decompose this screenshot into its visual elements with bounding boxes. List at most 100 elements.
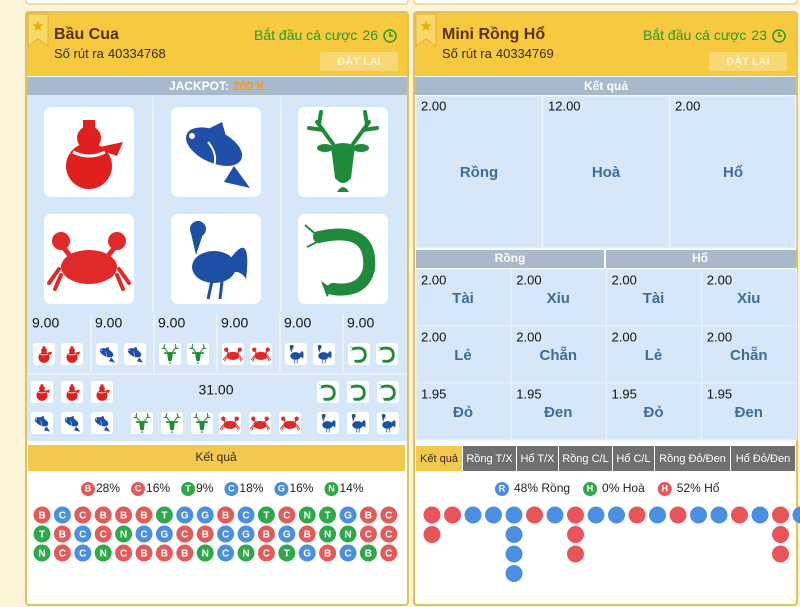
icon-shape xyxy=(327,351,332,359)
history-letter: B xyxy=(181,549,188,560)
countdown-seconds: 23 xyxy=(751,27,767,43)
stat-value: 18% xyxy=(239,481,263,495)
bet-cell[interactable] xyxy=(415,95,543,249)
history-letter: B xyxy=(100,511,107,522)
history-bead xyxy=(278,544,296,562)
bet-cell[interactable] xyxy=(669,95,797,249)
icon-shape xyxy=(139,420,145,431)
history-letter: B xyxy=(304,530,311,541)
icon-shape xyxy=(189,343,207,353)
stat-letter: B xyxy=(85,483,92,493)
icon-shape xyxy=(250,355,272,362)
history-bead xyxy=(359,506,377,524)
bet-cell[interactable] xyxy=(542,95,670,249)
stat-badge xyxy=(495,482,509,496)
icon-shape xyxy=(37,391,47,394)
stat-letter: T xyxy=(185,483,191,493)
icon-shape xyxy=(168,362,172,364)
stat-value: 48% Rồng xyxy=(514,481,570,495)
history-letter: N xyxy=(324,530,331,541)
icon-shape xyxy=(70,384,74,387)
reset-button[interactable] xyxy=(320,52,398,71)
icon-shape xyxy=(352,421,363,429)
icon-shape xyxy=(385,428,390,433)
icon-shape xyxy=(382,421,393,429)
road-bead xyxy=(710,506,728,524)
history-tab[interactable] xyxy=(559,446,612,471)
bet-cell[interactable] xyxy=(701,268,798,327)
stat-badge xyxy=(583,482,598,496)
history-tab[interactable] xyxy=(463,446,516,471)
icon-shape xyxy=(167,351,173,362)
icon-shape xyxy=(43,389,51,393)
stat-badge xyxy=(131,482,146,496)
history-bead xyxy=(237,544,255,562)
icon-shape xyxy=(195,351,201,362)
icon-shape xyxy=(289,344,294,349)
icon-shape xyxy=(52,232,70,250)
history-letter: T xyxy=(161,511,167,522)
icon-crab xyxy=(249,416,271,431)
icon-shape xyxy=(223,419,237,423)
cell-label: Lẻ xyxy=(645,347,663,364)
reset-label: ĐẶT LẠI xyxy=(337,55,380,68)
icon-shape xyxy=(104,346,110,351)
bet-cell[interactable] xyxy=(510,382,607,441)
history-bead xyxy=(33,544,51,562)
history-tab[interactable] xyxy=(517,446,558,471)
icon-shape xyxy=(83,120,95,128)
icon-shape xyxy=(69,347,75,354)
icon-shape xyxy=(377,345,383,352)
icon-shape xyxy=(67,353,77,356)
bet-cell[interactable] xyxy=(415,325,512,384)
bet-cell[interactable] xyxy=(510,268,607,327)
history-bead xyxy=(298,544,316,562)
history-letter: C xyxy=(59,549,66,560)
reset-button[interactable] xyxy=(709,52,787,71)
cell-odds: 2.00 xyxy=(612,272,637,287)
icon-shape xyxy=(264,416,269,421)
icon-shape xyxy=(172,352,177,354)
cell-odds: 2.00 xyxy=(675,98,700,113)
icon-shape xyxy=(163,412,181,422)
history-letter: T xyxy=(39,530,45,541)
icon-shape xyxy=(191,352,196,354)
icon-shape xyxy=(99,385,105,392)
icon-shape xyxy=(331,420,336,428)
history-bead xyxy=(196,544,214,562)
icon-shape xyxy=(283,419,297,423)
icon-shape xyxy=(73,351,81,355)
bet-cell[interactable] xyxy=(701,382,798,441)
history-bead xyxy=(339,525,357,543)
history-bead xyxy=(53,544,71,562)
stat-letter: H xyxy=(662,483,669,493)
icon-gourd xyxy=(66,346,81,363)
odds: 9.00 xyxy=(221,315,248,331)
icon-shape xyxy=(99,348,114,358)
bet-cell[interactable] xyxy=(415,382,512,441)
history-tab[interactable] xyxy=(613,446,654,471)
countdown: Bắt đầu cá cược 26 xyxy=(254,27,378,43)
icon-rooster xyxy=(351,413,366,433)
results-tab[interactable] xyxy=(28,445,405,471)
bet-cell[interactable] xyxy=(701,325,798,384)
history-bead xyxy=(380,506,398,524)
icon-shape xyxy=(67,391,77,394)
history-bead xyxy=(278,525,296,543)
jackpot-value: 200 K xyxy=(233,79,265,93)
history-bead xyxy=(115,506,133,524)
bet-cell[interactable] xyxy=(606,382,702,441)
history-tab[interactable] xyxy=(416,446,462,471)
icon-shape xyxy=(325,428,330,433)
history-tab[interactable] xyxy=(655,446,730,471)
icon-shape xyxy=(290,352,301,360)
cell-label: Đỏ xyxy=(644,404,664,421)
history-letter: C xyxy=(79,549,86,560)
history-tab[interactable] xyxy=(731,446,795,471)
icon-shape xyxy=(135,421,140,423)
cell-label: Hổ xyxy=(723,164,743,181)
history-letter: B xyxy=(365,511,372,522)
history-bead xyxy=(115,544,133,562)
cell-odds: 12.00 xyxy=(548,98,581,113)
history-bead xyxy=(319,525,337,543)
